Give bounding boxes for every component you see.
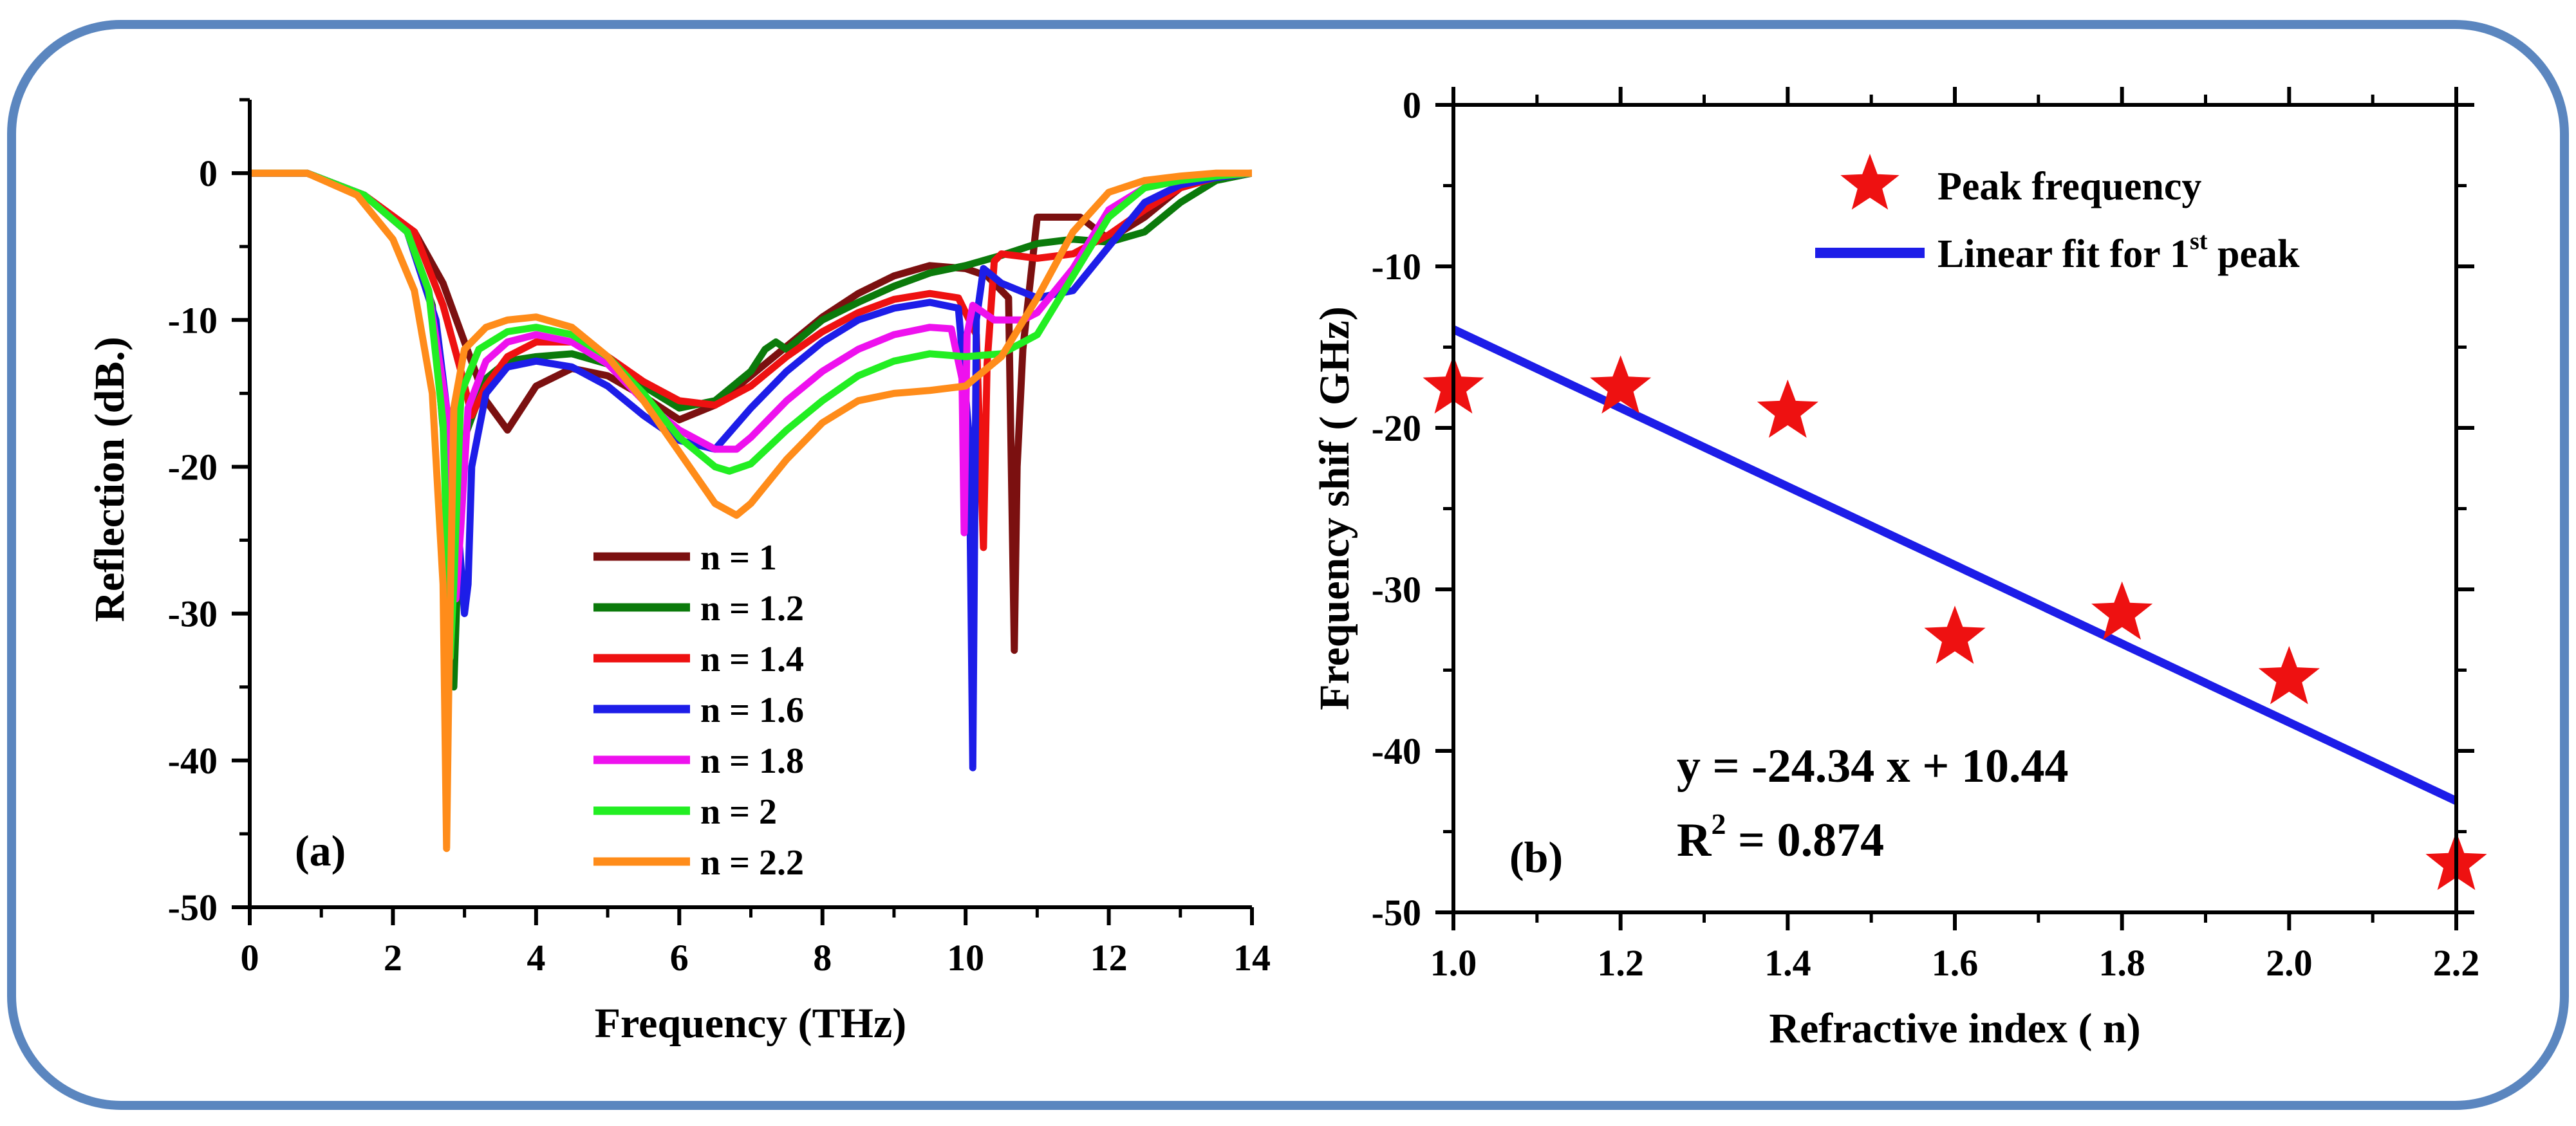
peak-star-marker (2091, 581, 2153, 640)
legend-peak-label: Peak frequency (1937, 165, 2201, 208)
x-tick-label: 1.2 (1597, 942, 1644, 984)
x-tick-label: 1.0 (1430, 942, 1477, 984)
legend-label: n = 2.2 (700, 843, 804, 883)
y-tick-label: -20 (168, 446, 218, 488)
panel-b-fit-line (1451, 326, 2458, 805)
series-line (250, 169, 1252, 771)
linear-fit-line (1451, 326, 2458, 805)
y-tick-label: -10 (168, 299, 218, 341)
peak-star-marker (1757, 379, 1818, 438)
x-tick-label: 1.4 (1764, 942, 1811, 984)
y-tick-label: -50 (1372, 892, 1421, 934)
peak-star-marker (2258, 646, 2320, 705)
panel-b-legend: Peak frequency Linear fit for 1st peak (1815, 154, 2300, 276)
panel-a-y-label: Reflection (dB.) (86, 337, 133, 622)
peak-star-marker (1590, 355, 1652, 414)
panel-b-ticks: 1.0 1.2 1.4 1.6 1.8 2.0 2.2 0 -10 -20 -30 -40 -50 (1372, 84, 2480, 984)
fit-equation: y = -24.34 x + 10.44 (1677, 740, 2068, 793)
legend-label: n = 1.8 (700, 741, 804, 781)
peak-star-marker (1924, 605, 1986, 664)
y-tick-label: -30 (1372, 569, 1421, 611)
legend-label: n = 1.2 (700, 589, 804, 629)
panel-b-y-label: Frequency shif ( GHz) (1311, 306, 1358, 710)
legend-label: n = 1 (700, 538, 777, 578)
x-tick-label: 1.6 (1932, 942, 1979, 984)
panel-a: 0 2 4 6 8 10 12 14 0 -10 -20 -30 -40 -50 n = 1 n = 1.2… (86, 98, 1271, 1047)
y-tick-label: -10 (1372, 246, 1421, 288)
x-tick-label: 10 (947, 937, 984, 979)
legend-label: n = 1.4 (700, 640, 804, 679)
y-tick-label: 0 (199, 152, 218, 194)
x-tick-label: 1.8 (2098, 942, 2145, 984)
x-tick-label: 6 (670, 937, 689, 979)
x-tick-label: 2.2 (2433, 942, 2480, 984)
panel-a-ticks: 0 2 4 6 8 10 12 14 0 -10 -20 -30 -40 -50 (168, 98, 1271, 979)
series-line (250, 169, 1252, 853)
r-squared: R2 = 0.874 (1677, 808, 1884, 867)
series-line (250, 169, 1252, 654)
y-tick-label: 0 (1403, 84, 1421, 126)
panel-b-x-label: Refractive index ( n) (1769, 1005, 2140, 1052)
legend-label: n = 1.6 (700, 690, 804, 730)
x-tick-label: 14 (1233, 937, 1271, 979)
x-tick-label: 2.0 (2266, 942, 2313, 984)
x-tick-label: 12 (1090, 937, 1128, 979)
panel-a-series (250, 169, 1252, 853)
panel-a-x-label: Frequency (THz) (595, 1000, 907, 1047)
panel-a-label: (a) (295, 826, 346, 875)
x-tick-label: 0 (241, 937, 259, 979)
x-tick-label: 2 (384, 937, 402, 979)
x-tick-label: 4 (527, 937, 545, 979)
panel-b: 1.0 1.2 1.4 1.6 1.8 2.0 2.2 0 -10 -20 -30 -40 -50 Pe… (1311, 84, 2487, 1052)
y-tick-label: -50 (168, 887, 218, 928)
panel-b-label: (b) (1509, 833, 1563, 881)
figure-frame (7, 20, 2569, 1110)
y-tick-label: -40 (168, 740, 218, 782)
series-line (250, 169, 1252, 661)
panel-b-axes-box (1451, 103, 2458, 914)
series-line (250, 169, 1252, 551)
legend-star-marker (1840, 154, 1899, 210)
legend-fit-label: Linear fit for 1st peak (1937, 228, 2300, 276)
panel-b-points (1423, 355, 2487, 891)
y-tick-label: -20 (1372, 407, 1421, 449)
panel-a-legend: n = 1 n = 1.2 n = 1.4 n = 1.6 n = 1.8 n = 2 n … (593, 538, 804, 883)
legend-label: n = 2 (700, 792, 777, 832)
y-tick-label: -40 (1372, 730, 1421, 772)
x-tick-label: 8 (813, 937, 832, 979)
y-tick-label: -30 (168, 593, 218, 635)
